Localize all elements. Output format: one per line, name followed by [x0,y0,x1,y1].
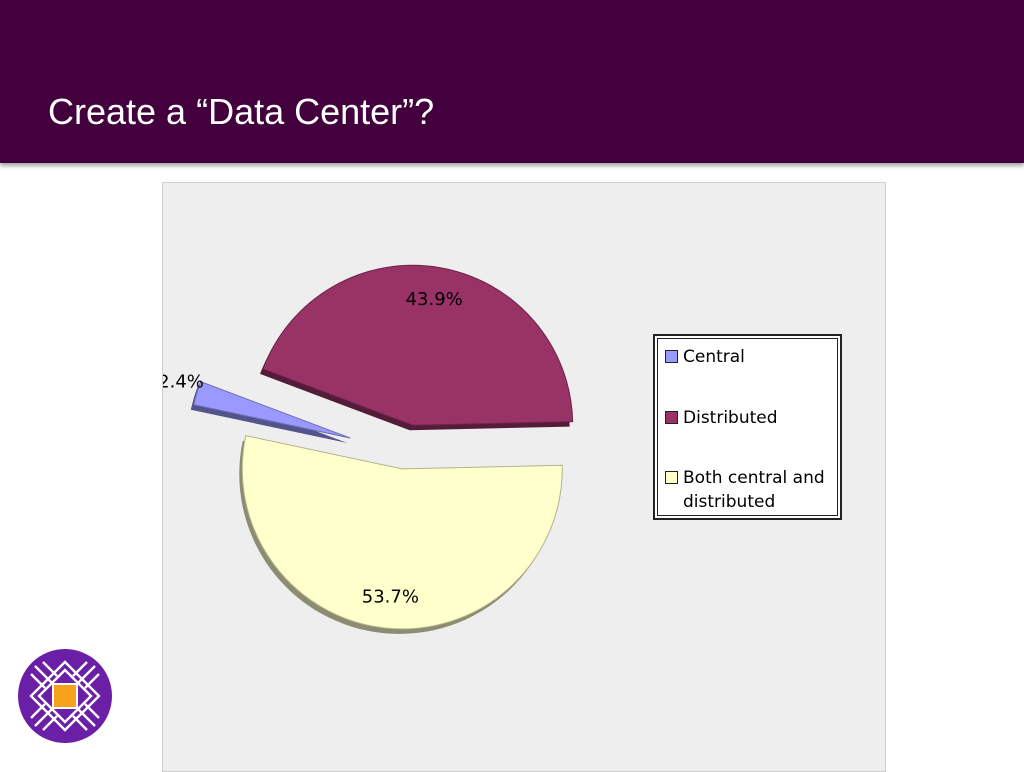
pie-chart: 2.4% 43.9% 53.7% [163,264,574,634]
legend-item-distributed: Distributed [665,406,843,430]
data-label-both: 53.7% [362,586,419,607]
legend-label-central: Central [683,347,745,367]
legend-swatch-distributed [665,411,678,424]
pie-slice-central [193,380,351,439]
legend-item-central: Central [665,345,843,369]
legend-item-both: Both central and distributed [665,466,843,514]
pie-slice-distributed [262,264,574,426]
legend-swatch-central [665,350,678,363]
university-seal-icon [17,648,113,744]
title-bar: Create a “Data Center”? [0,0,1024,163]
legend-label-both: Both central and distributed [683,468,825,512]
data-label-distributed: 43.9% [406,289,463,310]
pie-slice-both [241,435,563,630]
legend-label-distributed: Distributed [683,408,778,428]
slide-title: Create a “Data Center”? [48,91,435,132]
chart-panel: 2.4% 43.9% 53.7% Central Distributed Both … [162,182,886,772]
data-label-central: 2.4% [163,371,204,392]
legend-swatch-both [665,471,678,484]
legend: Central Distributed Both central and dis… [653,334,842,520]
